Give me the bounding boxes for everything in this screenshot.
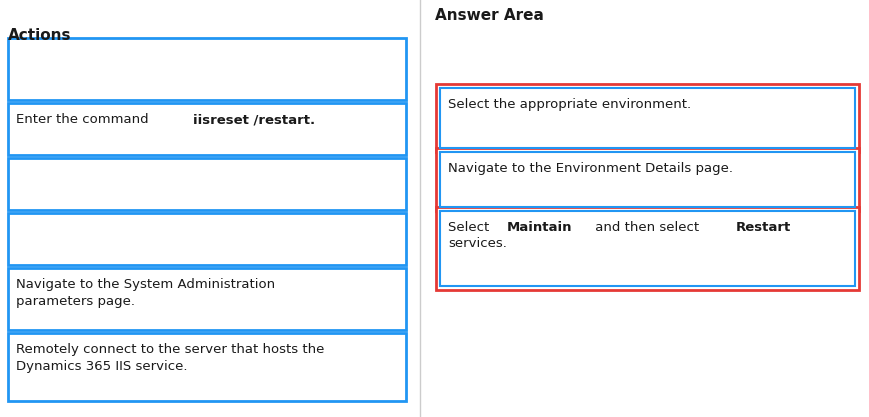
Bar — [435, 84, 858, 152]
Text: Remotely connect to the server that hosts the
Dynamics 365 IIS service.: Remotely connect to the server that host… — [16, 343, 324, 373]
Text: Enter the command: Enter the command — [16, 113, 153, 126]
Text: and then select: and then select — [591, 221, 703, 234]
Bar — [8, 333, 406, 401]
Bar — [8, 268, 406, 330]
Bar — [8, 158, 406, 210]
Bar — [440, 211, 854, 286]
Text: Select the appropriate environment.: Select the appropriate environment. — [448, 98, 690, 111]
Text: services.: services. — [448, 237, 507, 250]
Bar — [8, 213, 406, 265]
Bar — [8, 103, 406, 155]
Text: iisreset /restart.: iisreset /restart. — [192, 113, 315, 126]
Bar — [435, 148, 858, 211]
Bar — [440, 152, 854, 207]
Bar — [440, 88, 854, 148]
Text: Navigate to the System Administration
parameters page.: Navigate to the System Administration pa… — [16, 278, 275, 308]
Text: Select: Select — [448, 221, 493, 234]
Text: Maintain: Maintain — [506, 221, 572, 234]
Text: Restart: Restart — [735, 221, 791, 234]
Bar — [8, 38, 406, 100]
Text: Actions: Actions — [8, 28, 71, 43]
Text: Answer Area: Answer Area — [434, 8, 543, 23]
Text: Navigate to the Environment Details page.: Navigate to the Environment Details page… — [448, 162, 733, 175]
Bar — [435, 207, 858, 290]
